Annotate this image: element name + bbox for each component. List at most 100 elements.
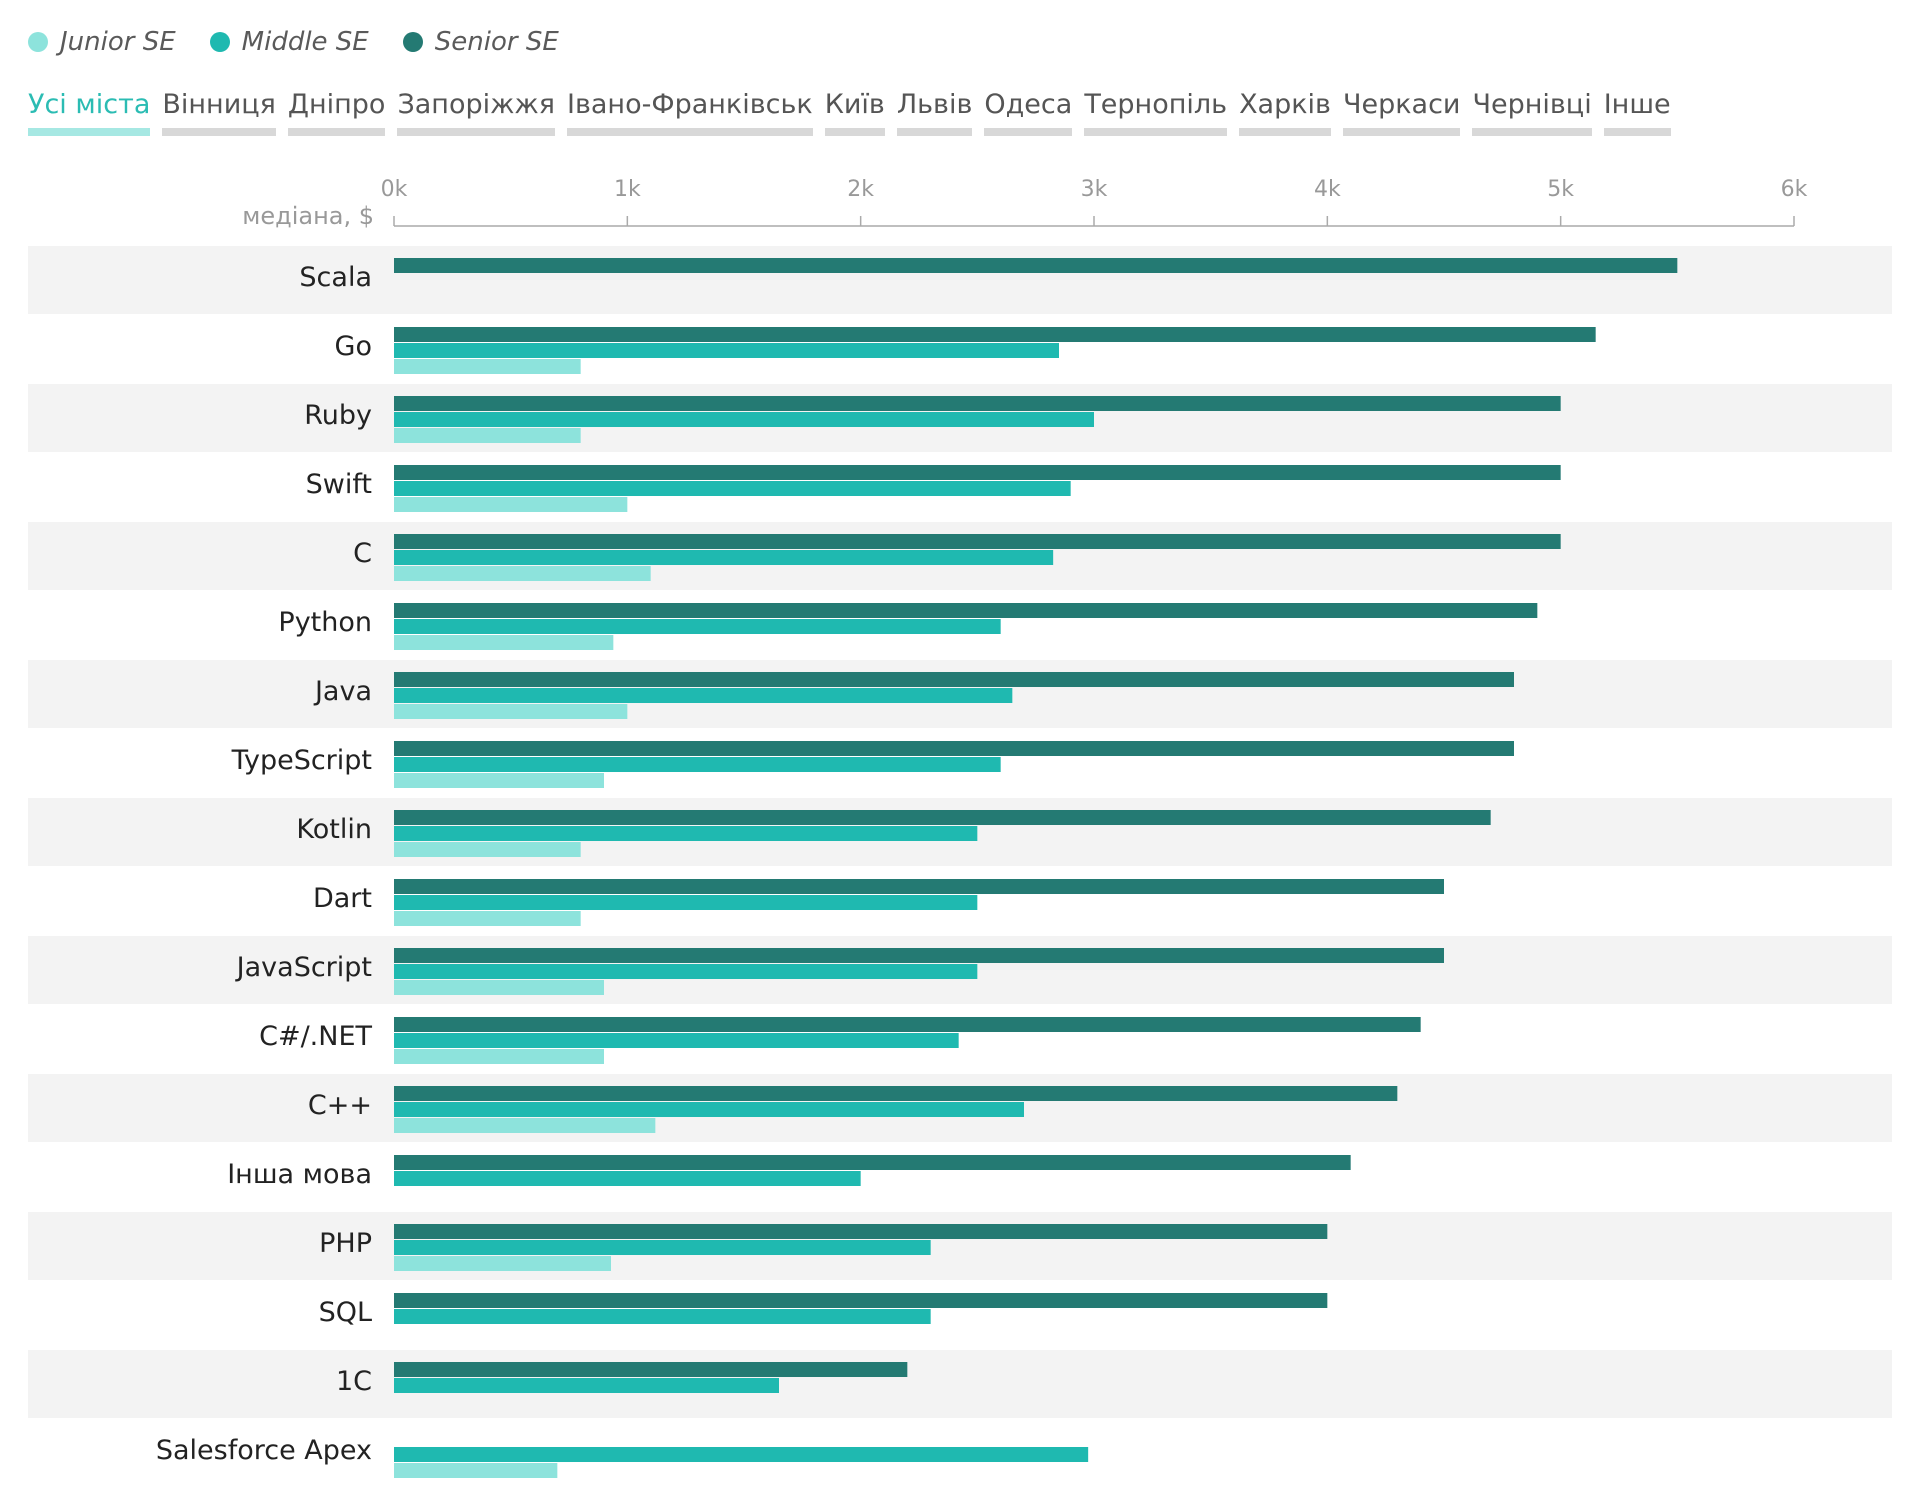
category-label: TypeScript bbox=[231, 745, 372, 776]
x-axis-title: медіана, $ bbox=[242, 202, 374, 230]
tab-other[interactable]: Інше bbox=[1603, 88, 1671, 136]
bar-junior-se bbox=[394, 980, 604, 995]
tab-cherkasy[interactable]: Черкаси bbox=[1342, 88, 1461, 136]
legend: Junior SE Middle SE Senior SE bbox=[28, 22, 593, 62]
x-tick-label: 3k bbox=[1081, 177, 1108, 202]
bar-junior-se bbox=[394, 1256, 611, 1271]
legend-label: Middle SE bbox=[241, 27, 369, 57]
tab-vinnytsia[interactable]: Вінниця bbox=[162, 88, 276, 136]
bar-middle-se bbox=[394, 895, 978, 910]
bar-junior-se bbox=[394, 1463, 558, 1478]
x-tick-label: 5k bbox=[1547, 177, 1574, 202]
x-tick-label: 0k bbox=[381, 177, 408, 202]
bar-middle-se bbox=[394, 1033, 959, 1048]
middle-dot-icon bbox=[209, 32, 230, 52]
category-label: C bbox=[353, 538, 372, 569]
legend-item-junior[interactable]: Junior SE bbox=[28, 27, 176, 57]
x-tick-label: 2k bbox=[847, 177, 874, 202]
tab-ivano-frankivsk[interactable]: Івано-Франківськ bbox=[567, 88, 813, 136]
bar-senior-se bbox=[394, 879, 1444, 894]
tab-ternopil[interactable]: Тернопіль bbox=[1084, 88, 1228, 136]
senior-dot-icon bbox=[402, 32, 423, 52]
bar-middle-se bbox=[394, 343, 1059, 358]
bar-senior-se bbox=[394, 1293, 1328, 1308]
category-label: Kotlin bbox=[296, 814, 372, 845]
bar-middle-se bbox=[394, 412, 1094, 427]
x-tick-label: 4k bbox=[1314, 177, 1341, 202]
bar-senior-se bbox=[394, 534, 1561, 549]
category-label: C#/.NET bbox=[259, 1021, 372, 1052]
bar-senior-se bbox=[394, 1086, 1398, 1101]
bar-senior-se bbox=[394, 603, 1538, 618]
category-label: JavaScript bbox=[235, 952, 372, 983]
junior-dot-icon bbox=[28, 32, 48, 52]
bar-middle-se bbox=[394, 481, 1071, 496]
legend-label: Junior SE bbox=[60, 27, 176, 57]
bar-senior-se bbox=[394, 327, 1596, 342]
bar-junior-se bbox=[394, 359, 581, 374]
x-tick-label: 6k bbox=[1781, 177, 1808, 202]
tab-lviv[interactable]: Львів bbox=[896, 88, 973, 136]
bar-middle-se bbox=[394, 1102, 1024, 1117]
bar-senior-se bbox=[394, 1155, 1351, 1170]
bar-junior-se bbox=[394, 842, 581, 857]
bar-middle-se bbox=[394, 619, 1001, 634]
category-label: Go bbox=[335, 331, 372, 362]
legend-item-senior[interactable]: Senior SE bbox=[402, 27, 559, 57]
tab-dnipro[interactable]: Дніпро bbox=[287, 88, 386, 136]
tab-all-cities[interactable]: Усі міста bbox=[28, 88, 151, 136]
legend-label: Senior SE bbox=[434, 27, 559, 57]
bar-senior-se bbox=[394, 1224, 1328, 1239]
bar-middle-se bbox=[394, 1309, 931, 1324]
bar-middle-se bbox=[394, 1447, 1089, 1462]
category-label: Інша мова bbox=[227, 1159, 372, 1190]
bar-senior-se bbox=[394, 396, 1561, 411]
category-label: Scala bbox=[299, 262, 372, 293]
row-band bbox=[28, 1350, 1892, 1418]
bar-middle-se bbox=[394, 1378, 779, 1393]
bar-senior-se bbox=[394, 741, 1514, 756]
x-tick-label: 1k bbox=[614, 177, 641, 202]
bar-junior-se bbox=[394, 1118, 656, 1133]
category-label: Java bbox=[313, 676, 372, 707]
bar-middle-se bbox=[394, 550, 1054, 565]
bar-junior-se bbox=[394, 428, 581, 443]
city-tabs: Усі міста Вінниця Дніпро Запоріжжя Івано… bbox=[28, 88, 1683, 136]
tab-chernivtsi[interactable]: Чернівці bbox=[1472, 88, 1592, 136]
bar-junior-se bbox=[394, 1049, 604, 1064]
bar-junior-se bbox=[394, 497, 628, 512]
row-band bbox=[28, 1212, 1892, 1280]
row-band bbox=[28, 246, 1892, 314]
tab-odesa[interactable]: Одеса bbox=[984, 88, 1073, 136]
category-label: Salesforce Apex bbox=[156, 1435, 372, 1466]
category-label: Ruby bbox=[304, 400, 372, 431]
bar-senior-se bbox=[394, 1362, 908, 1377]
tab-zaporizhzhia[interactable]: Запоріжжя bbox=[397, 88, 555, 136]
bar-junior-se bbox=[394, 704, 628, 719]
bar-senior-se bbox=[394, 1017, 1421, 1032]
bar-middle-se bbox=[394, 688, 1013, 703]
bar-senior-se bbox=[394, 948, 1444, 963]
bar-junior-se bbox=[394, 635, 614, 650]
bar-middle-se bbox=[394, 826, 978, 841]
bar-senior-se bbox=[394, 672, 1514, 687]
bar-chart: 0k 1k 2k 3k 4k 5k 6k медіана, $ Scala Go Ruby Swift… bbox=[28, 177, 1892, 1478]
bar-middle-se bbox=[394, 964, 978, 979]
bar-senior-se bbox=[394, 465, 1561, 480]
category-label: 1C bbox=[336, 1366, 372, 1397]
bar-senior-se bbox=[394, 258, 1678, 273]
tab-kharkiv[interactable]: Харків bbox=[1239, 88, 1331, 136]
legend-item-middle[interactable]: Middle SE bbox=[209, 27, 369, 57]
bar-junior-se bbox=[394, 566, 651, 581]
category-label: C++ bbox=[308, 1090, 372, 1121]
category-label: Dart bbox=[313, 883, 372, 914]
bar-junior-se bbox=[394, 911, 581, 926]
bar-middle-se bbox=[394, 1171, 861, 1186]
bar-middle-se bbox=[394, 757, 1001, 772]
category-label: PHP bbox=[319, 1228, 372, 1259]
category-label: SQL bbox=[319, 1297, 372, 1328]
category-label: Python bbox=[278, 607, 372, 638]
tab-kyiv[interactable]: Київ bbox=[824, 88, 885, 136]
category-label: Swift bbox=[306, 469, 372, 500]
bar-middle-se bbox=[394, 1240, 931, 1255]
